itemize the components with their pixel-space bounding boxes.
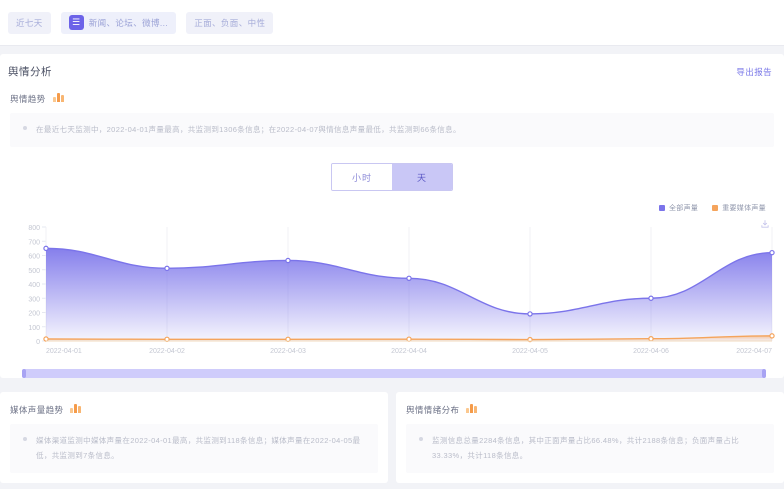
svg-text:2022-04-03: 2022-04-03 — [270, 348, 306, 355]
time-range-chip[interactable]: 近七天 — [8, 11, 51, 34]
filter-icon: ☰ — [68, 15, 84, 30]
svg-text:0: 0 — [36, 339, 40, 346]
legend-item-key-media[interactable]: 重要媒体声量 — [712, 203, 766, 213]
svg-text:100: 100 — [28, 325, 40, 332]
sentiment-distribution-note: 监测信息总量2284条信息，其中正面声量占比66.48%，共计2188条信息；负… — [406, 424, 774, 473]
overview-section-header: 舆情趋势 — [0, 87, 784, 109]
granularity-hour[interactable]: 小时 — [332, 164, 392, 191]
svg-text:2022-04-04: 2022-04-04 — [391, 348, 427, 355]
svg-text:2022-04-06: 2022-04-06 — [633, 348, 669, 355]
legend-label-total: 全部声量 — [668, 205, 699, 213]
source-trend-note: 媒体渠道监测中媒体声量在2022-04-01最高，共监测到118条信息；媒体声量… — [10, 424, 378, 473]
chart-legend: 全部声量 重要媒体声量 — [4, 197, 780, 213]
source-chip[interactable]: ☰ 新闻、论坛、微博... — [60, 11, 177, 34]
bar-chart-warning-icon — [466, 404, 479, 416]
svg-text:200: 200 — [28, 311, 40, 318]
svg-text:600: 600 — [28, 254, 40, 261]
sentiment-distribution-title: 舆情情绪分布 — [406, 405, 460, 416]
sentiment-distribution-card: 舆情情绪分布 监测信息总量2284条信息，其中正面声量占比66.48%，共计21… — [396, 392, 784, 483]
sentiment-distribution-header: 舆情情绪分布 — [396, 392, 784, 418]
granularity-toggle: 小时 天 — [331, 163, 453, 192]
bottom-cards-row: 媒体声量趋势 媒体渠道监测中媒体声量在2022-04-01最高，共监测到118条… — [0, 392, 784, 483]
page-title: 舆情分析 — [8, 66, 52, 78]
trend-chart-svg: 0 100 200 300 400 500 600 700 800 2022-04-01 2022-… — [28, 225, 775, 355]
svg-text:2022-04-01: 2022-04-01 — [46, 348, 82, 355]
granularity-toggle-wrap: 小时 天 — [0, 159, 784, 197]
sentiment-chip[interactable]: 正面、负面、中性 — [186, 11, 274, 34]
chart-datazoom-slider[interactable] — [22, 369, 766, 379]
svg-text:800: 800 — [28, 225, 40, 232]
legend-label-key-media: 重要媒体声量 — [722, 205, 766, 213]
svg-text:400: 400 — [28, 282, 40, 289]
svg-text:2022-04-07: 2022-04-07 — [736, 348, 772, 355]
source-trend-header: 媒体声量趋势 — [0, 392, 388, 418]
trend-chart[interactable]: 全部声量 重要媒体声量 — [0, 197, 784, 363]
legend-swatch-key-media — [712, 205, 719, 212]
main-content: 舆情分析 导出报告 舆情趋势 在最近七天监测中，2022-04-01声量最高，共… — [0, 54, 784, 483]
analysis-panel: 舆情分析 导出报告 舆情趋势 在最近七天监测中，2022-04-01声量最高，共… — [0, 54, 784, 379]
time-range-chip-label: 近七天 — [16, 17, 43, 28]
overview-note: 在最近七天监测中，2022-04-01声量最高，共监测到1306条信息；在202… — [10, 113, 774, 148]
source-trend-card: 媒体声量趋势 媒体渠道监测中媒体声量在2022-04-01最高，共监测到118条… — [0, 392, 388, 483]
bar-chart-warning-icon — [52, 93, 66, 105]
svg-text:700: 700 — [28, 240, 40, 247]
source-trend-title: 媒体声量趋势 — [10, 405, 64, 416]
svg-text:500: 500 — [28, 268, 40, 275]
legend-item-total[interactable]: 全部声量 — [658, 203, 699, 213]
source-chip-label: 新闻、论坛、微博... — [88, 17, 169, 28]
overview-section-title: 舆情趋势 — [10, 94, 46, 104]
filter-toolbar: 近七天 ☰ 新闻、论坛、微博... 正面、负面、中性 — [0, 0, 784, 46]
datazoom-handle-left[interactable] — [22, 369, 26, 379]
svg-text:300: 300 — [28, 297, 40, 304]
export-report-link[interactable]: 导出报告 — [736, 66, 772, 77]
bar-chart-warning-icon — [70, 404, 83, 416]
svg-text:2022-04-02: 2022-04-02 — [149, 348, 185, 355]
panel-header: 舆情分析 导出报告 — [0, 54, 784, 87]
granularity-day[interactable]: 天 — [392, 164, 452, 191]
datazoom-handle-right[interactable] — [762, 369, 766, 379]
sentiment-chip-label: 正面、负面、中性 — [194, 17, 266, 28]
legend-swatch-total — [658, 205, 665, 212]
save-image-icon[interactable] — [760, 219, 770, 229]
svg-text:2022-04-05: 2022-04-05 — [512, 348, 548, 355]
